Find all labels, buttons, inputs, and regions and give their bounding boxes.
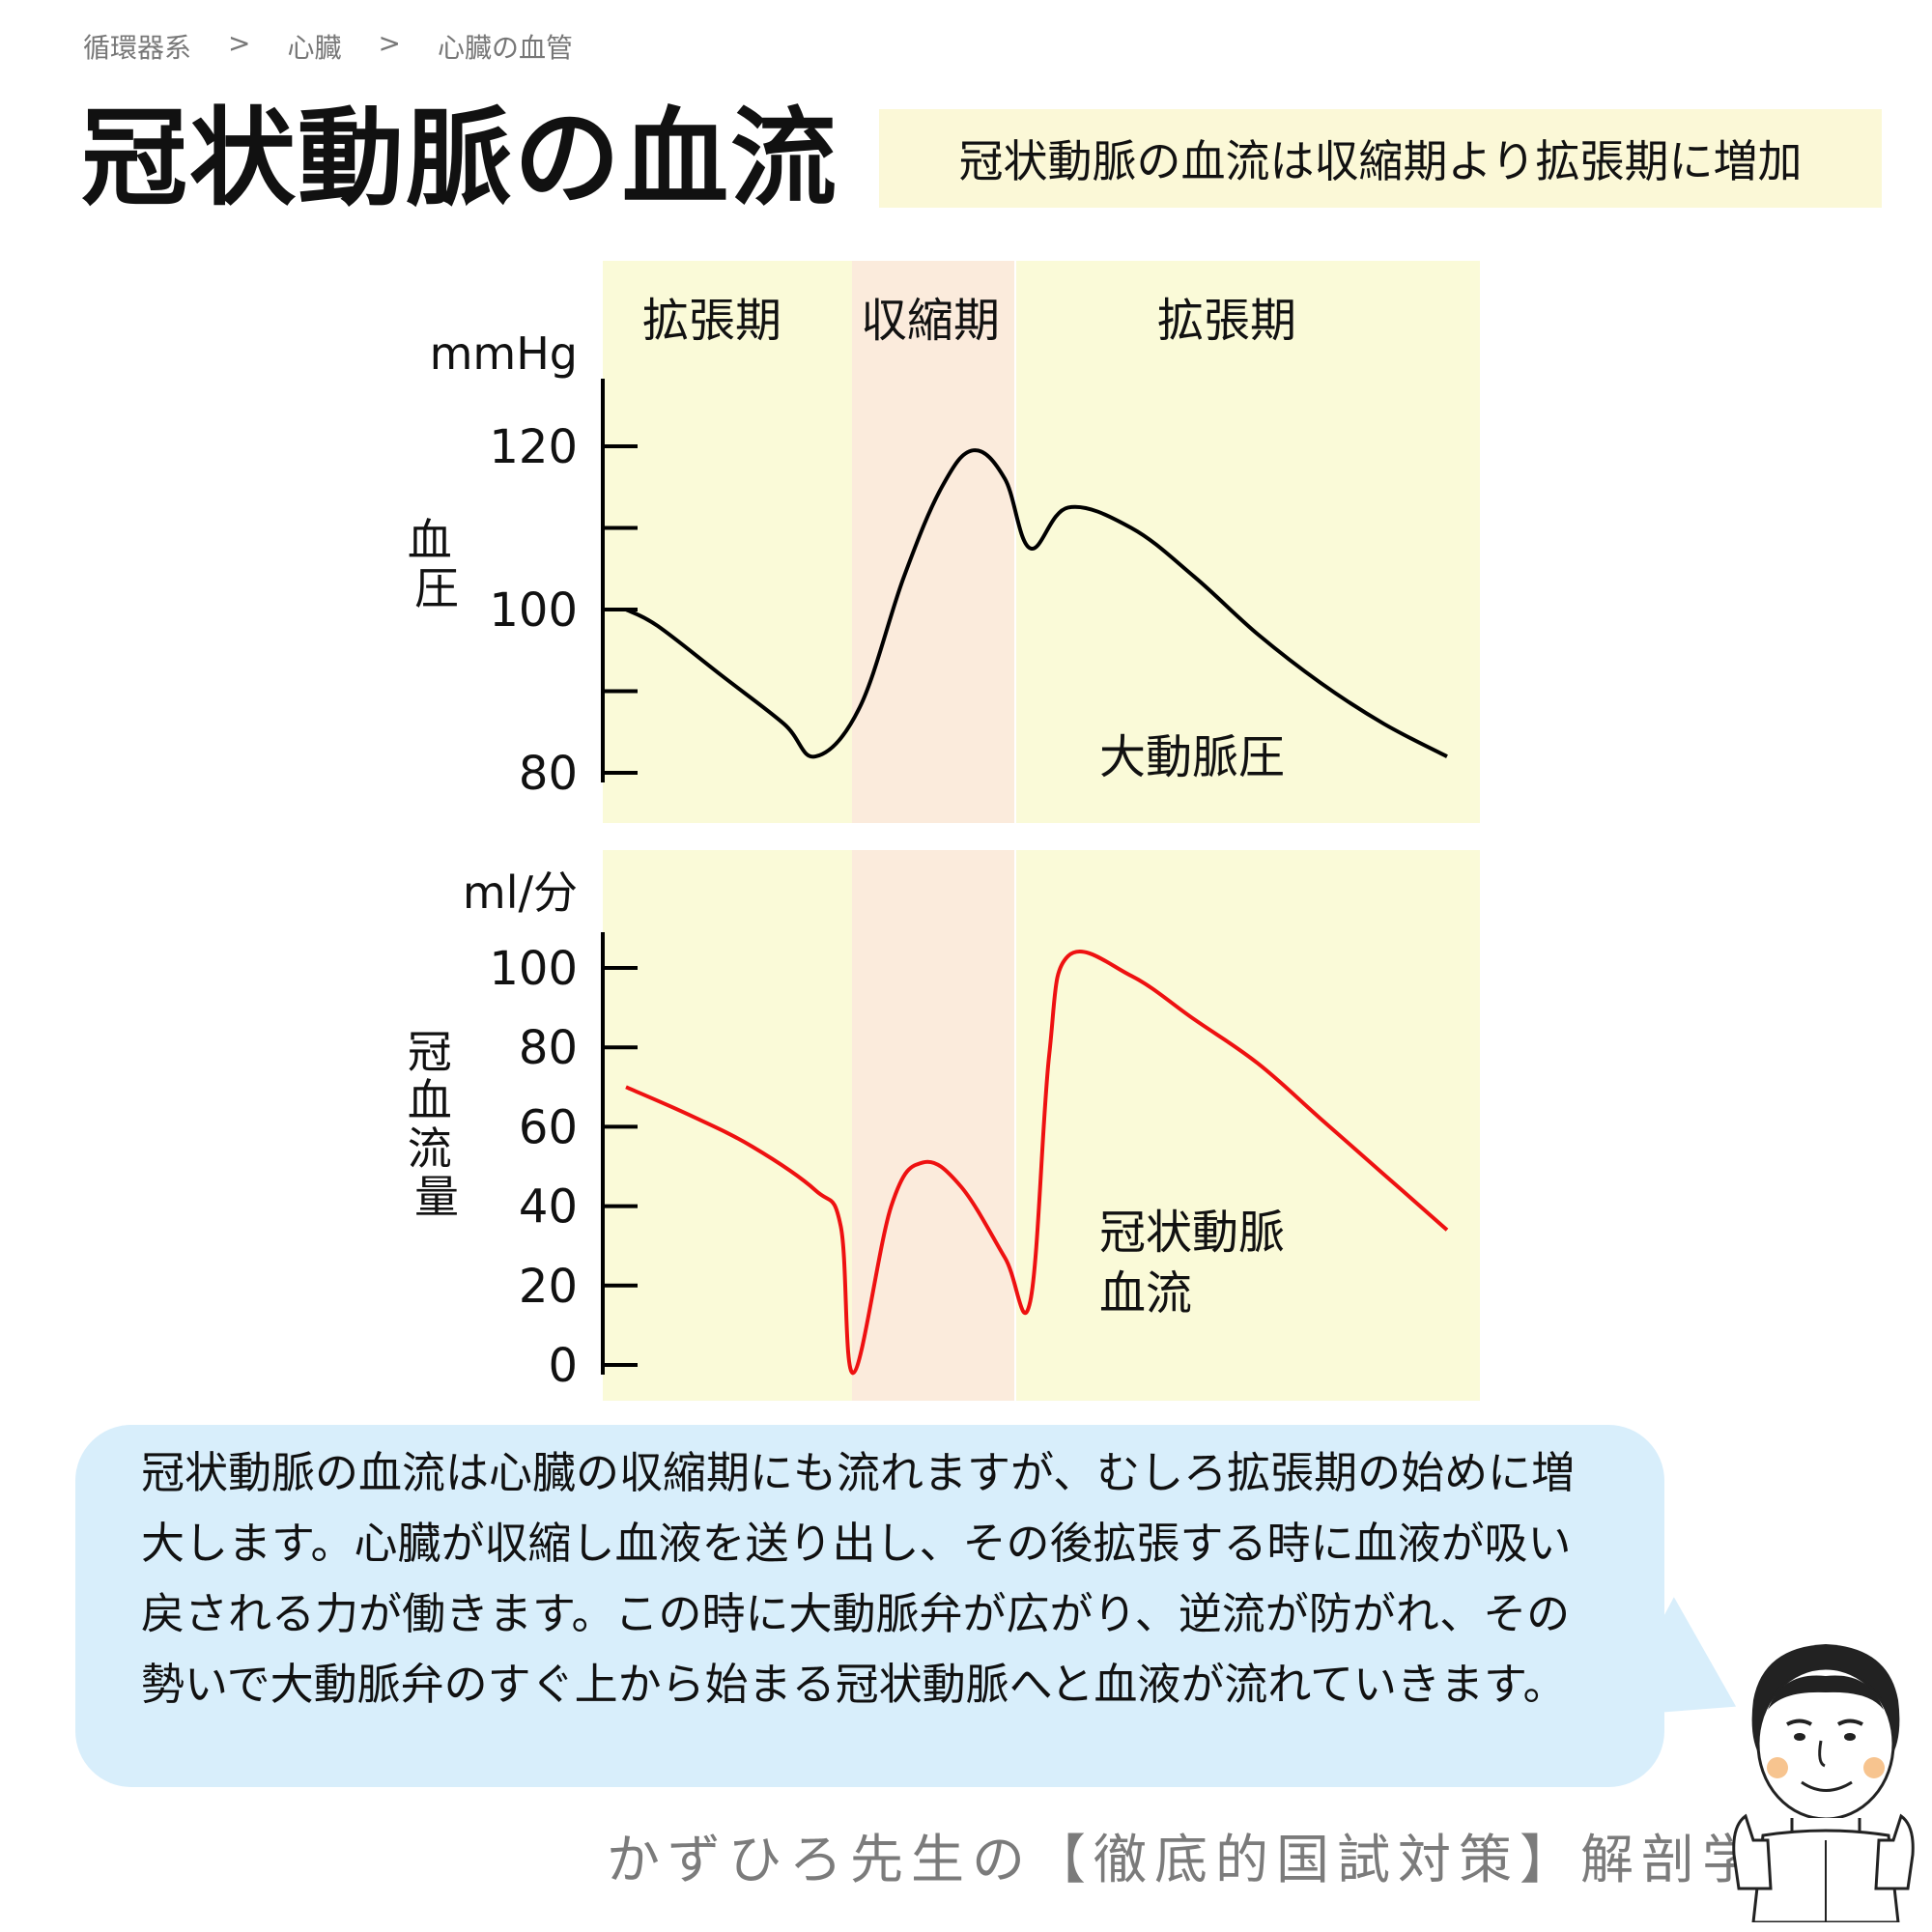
- systole-band-bottom: [852, 850, 1014, 1401]
- page-title: 冠状動脈の血流: [81, 97, 838, 220]
- y-tick-label: 100: [489, 942, 578, 996]
- flow-series-label-line-1: 冠状動脈: [1099, 1206, 1285, 1260]
- breadcrumb: 循環器系 > 心臓 > 心臓の血管: [83, 27, 573, 66]
- explanation-bubble: [75, 1425, 1664, 1787]
- pressure-series-label: 大動脈圧: [1099, 730, 1285, 784]
- y-tick-label: 80: [519, 747, 578, 801]
- systole-band-top: [852, 261, 1014, 823]
- diastole-band-left-top: [603, 261, 852, 823]
- top-ylabel: 血 圧: [408, 514, 467, 614]
- phase-label-diastole-2: 拡張期: [1157, 294, 1296, 348]
- breadcrumb-separator: >: [228, 27, 251, 59]
- y-tick-label: 120: [489, 420, 578, 474]
- y-tick-label: 60: [519, 1100, 578, 1154]
- flow-series-label-line-2: 血流: [1099, 1266, 1192, 1321]
- flow-series-label: 冠状動脈 血流: [1099, 1206, 1299, 1321]
- coronary-flow-line: [625, 950, 1449, 1376]
- phase-label-systole: 収縮期: [861, 294, 1000, 348]
- bottom-unit-label: ml/分: [463, 867, 578, 919]
- y-tick-label: 80: [519, 1021, 578, 1075]
- diastole-band-right-bottom: [1016, 850, 1480, 1401]
- y-tick-label: 100: [489, 583, 578, 638]
- breadcrumb-separator: >: [378, 27, 401, 59]
- bottom-ylabel: 冠 血 流 量: [408, 1026, 467, 1223]
- diastole-band-right-top: [1016, 261, 1480, 823]
- summary-box: 冠状動脈の血流は収縮期より拡張期に増加: [879, 109, 1882, 208]
- breadcrumb-item-heart[interactable]: 心臓: [287, 32, 342, 64]
- teacher-avatar: [1732, 1644, 1915, 1922]
- aortic-pressure-line: [625, 448, 1448, 759]
- explanation-text: 冠状動脈の血流は心臓の収縮期にも流れますが、むしろ拡張期の始めに増大します。心臓…: [141, 1447, 1576, 1710]
- phase-label-diastole-1: 拡張期: [642, 294, 781, 348]
- diastole-band-left-bottom: [603, 850, 852, 1401]
- footer-credit: かずひろ先生の【徹底的国試対策】解剖学: [607, 1829, 1764, 1890]
- bottom-y-axis: 100 80 60 40 20 0: [489, 932, 638, 1393]
- breadcrumb-item-circulatory[interactable]: 循環器系: [83, 32, 192, 64]
- y-tick-label: 0: [548, 1339, 578, 1393]
- top-unit-label: mmHg: [430, 327, 578, 380]
- y-tick-label: 20: [519, 1260, 578, 1314]
- y-tick-label: 40: [519, 1180, 578, 1235]
- breadcrumb-item-heart-vessels[interactable]: 心臓の血管: [437, 32, 573, 64]
- top-y-axis: 120 100 80: [489, 379, 638, 801]
